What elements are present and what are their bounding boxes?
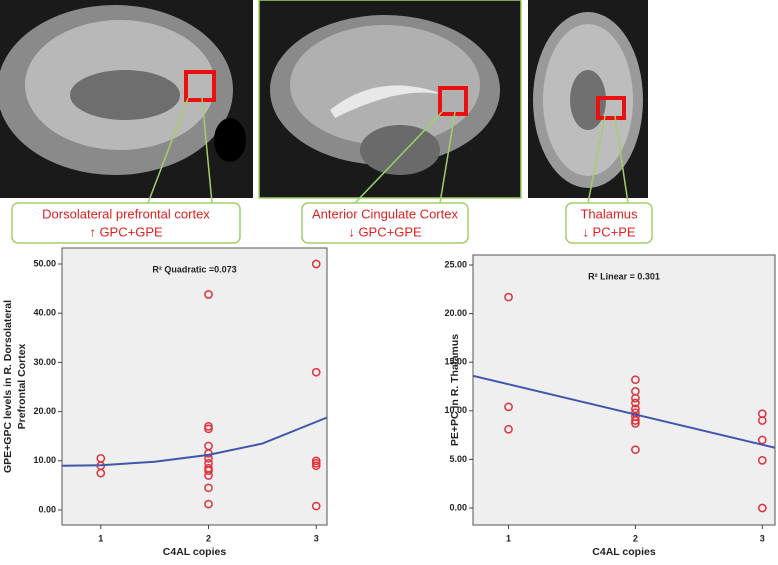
data-point [204, 483, 213, 493]
region-label: Thalamus [580, 206, 638, 221]
y-tick-label: 0.00 [449, 502, 467, 512]
region-label: Anterior Cingulate Cortex [312, 206, 458, 221]
y-tick-label: 15.00 [444, 357, 467, 367]
region-label: Dorsolateral prefrontal cortex [42, 206, 210, 221]
x-tick-label: 3 [760, 533, 765, 543]
data-point [311, 456, 321, 466]
fit-line [61, 416, 328, 467]
y-tick-label: 20.00 [444, 308, 467, 318]
x-axis-title: C4AL copies [163, 546, 227, 558]
data-point [204, 471, 213, 480]
y-axis-title: Prefrontal Cortex [16, 343, 28, 429]
label-box [11, 202, 241, 244]
data-point [504, 402, 513, 412]
mri-midsagittal [258, 0, 522, 199]
x-tick-label: 2 [633, 533, 638, 543]
data-point [311, 458, 321, 468]
data-point [311, 501, 321, 511]
label-box [565, 202, 653, 244]
data-point [204, 499, 213, 509]
y-axis-title: GPE+GPC levels in R. Dorsolateral [2, 300, 14, 473]
data-point [631, 398, 640, 408]
y-tick-label: 20.00 [33, 406, 56, 416]
y-tick-label: 40.00 [33, 308, 56, 318]
data-point [631, 419, 640, 428]
data-point [631, 393, 640, 403]
y-tick-label: 10.00 [444, 405, 467, 415]
data-point [757, 503, 767, 513]
y-tick-label: 10.00 [33, 455, 56, 465]
change-label: ↓ PC+PE [582, 224, 635, 239]
annotation: R² Quadratic =0.073 [152, 264, 236, 274]
data-point [204, 422, 213, 431]
y-tick-label: 50.00 [33, 258, 56, 268]
y-tick-label: 25.00 [444, 259, 467, 269]
data-point [96, 468, 106, 478]
data-point [757, 435, 767, 445]
y-tick-label: 5.00 [449, 454, 467, 464]
x-tick-label: 1 [98, 533, 103, 543]
data-point [204, 290, 213, 299]
change-label: ↓ GPC+GPE [348, 224, 422, 239]
data-point [757, 416, 767, 425]
connectors [147, 97, 629, 204]
y-tick-label: 30.00 [33, 357, 56, 367]
data-point [204, 466, 213, 475]
data-point [631, 416, 640, 425]
label-box [301, 202, 469, 244]
x-axis-title: C4AL copies [592, 546, 656, 558]
plot-area [472, 254, 776, 526]
data-point [631, 445, 640, 455]
data-point [311, 461, 321, 471]
roi-marker [438, 86, 468, 116]
data-point [504, 424, 513, 434]
data-point [204, 424, 213, 434]
data-point [311, 367, 321, 377]
data-point [631, 375, 640, 385]
annotation: R² Linear = 0.301 [588, 271, 660, 281]
x-tick-label: 3 [314, 533, 319, 543]
plot-area [61, 247, 328, 526]
x-tick-label: 2 [206, 533, 211, 543]
data-point [311, 259, 321, 269]
x-tick-label: 1 [506, 533, 511, 543]
data-point [504, 292, 513, 302]
fit-line [472, 374, 776, 449]
y-tick-label: 0.00 [38, 504, 56, 514]
mri-axial [528, 0, 648, 198]
change-label: ↑ GPC+GPE [89, 224, 163, 239]
data-point [757, 456, 767, 465]
roi-marker [184, 70, 216, 102]
y-axis-title: PE+PC in R. Thalamus [449, 334, 461, 446]
roi-marker [596, 96, 626, 120]
